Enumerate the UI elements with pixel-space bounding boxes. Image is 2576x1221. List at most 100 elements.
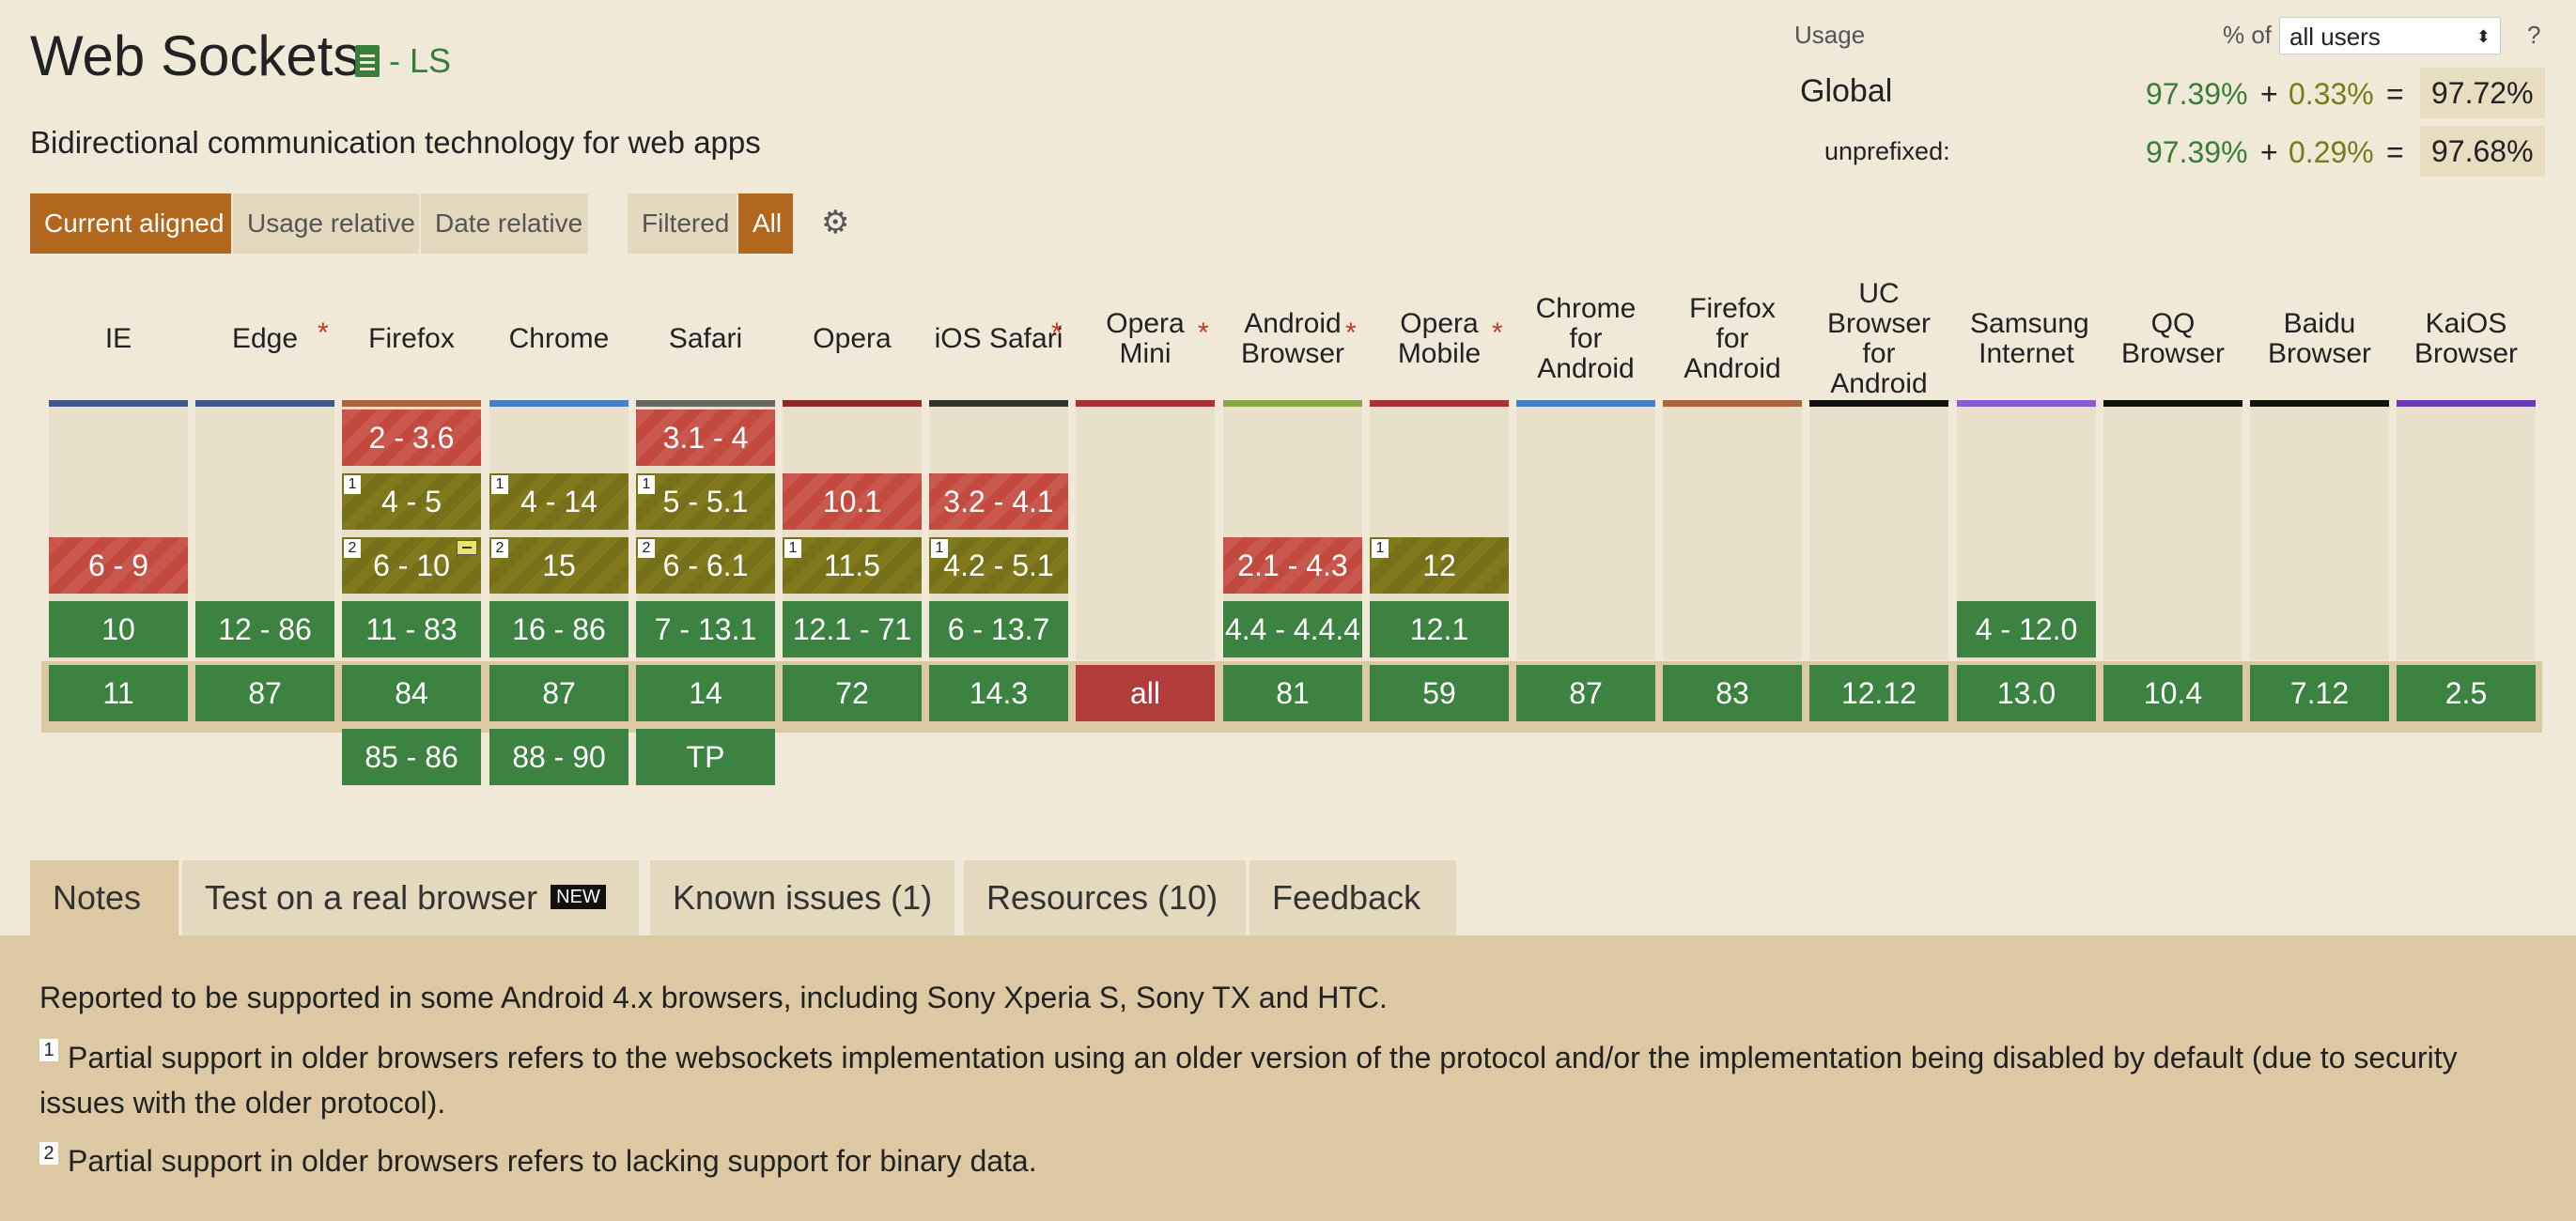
note-2: 2 Partial support in older browsers refer… xyxy=(39,1138,2538,1183)
version-cell[interactable]: 72 xyxy=(783,665,922,721)
browser-header-samsung-internet[interactable]: Samsung Internet xyxy=(1957,272,2096,406)
version-cell[interactable]: 4 - 5 1 xyxy=(342,473,481,530)
date-relative-button[interactable]: Date relative xyxy=(421,193,588,254)
browser-header-ie[interactable]: IE xyxy=(49,272,188,406)
version-cell[interactable]: 88 - 90 xyxy=(489,729,628,785)
browser-header-qq-browser[interactable]: QQ Browser xyxy=(2103,272,2242,406)
version-label: 2 - 3.6 xyxy=(368,420,455,455)
gear-icon[interactable]: ⚙ xyxy=(821,205,850,240)
tab-notes[interactable]: Notes xyxy=(30,860,178,935)
version-cell[interactable]: 6 - 13.7 xyxy=(929,601,1068,657)
version-cell[interactable]: 7 - 13.1 xyxy=(636,601,775,657)
browser-color-bar xyxy=(2397,400,2536,407)
version-cell[interactable]: 12.1 xyxy=(1370,601,1509,657)
version-cell[interactable]: 16 - 86 xyxy=(489,601,628,657)
version-label: 12 - 86 xyxy=(218,611,312,646)
version-cell[interactable]: 11.5 1 xyxy=(783,537,922,594)
version-label: 11.5 xyxy=(824,548,880,582)
filtered-button[interactable]: Filtered xyxy=(628,193,737,254)
tab-feedback[interactable]: Feedback xyxy=(1249,860,1456,935)
version-cell[interactable]: 11 - 83 xyxy=(342,601,481,657)
version-cell[interactable]: 81 xyxy=(1223,665,1362,721)
browser-header-opera-mini[interactable]: Opera Mini xyxy=(1076,272,1215,406)
version-cell[interactable]: 83 xyxy=(1663,665,1802,721)
note-number-badge: 2 xyxy=(638,539,655,558)
tab-test-on-real-browser[interactable]: Test on a real browser NEW xyxy=(182,860,639,935)
version-cell[interactable]: 87 xyxy=(1516,665,1655,721)
feature-description: Bidirectional communication technology f… xyxy=(30,125,761,160)
version-cell[interactable]: 84 xyxy=(342,665,481,721)
version-cell[interactable]: 10.1 xyxy=(783,473,922,530)
version-cell[interactable]: 5 - 5.1 1 xyxy=(636,473,775,530)
browser-header-firefox[interactable]: Firefox xyxy=(342,272,481,406)
version-cell[interactable]: all xyxy=(1076,665,1215,721)
note-1: 1 Partial support in older browsers refer… xyxy=(39,1035,2538,1125)
version-cell[interactable]: 3.1 - 4 xyxy=(636,410,775,466)
version-cell[interactable]: 87 xyxy=(195,665,334,721)
version-cell[interactable]: 2.1 - 4.3 xyxy=(1223,537,1362,594)
current-aligned-button[interactable]: Current aligned xyxy=(30,193,231,254)
browser-color-bar xyxy=(2250,400,2389,407)
version-cell[interactable]: 7.12 xyxy=(2250,665,2389,721)
version-cell[interactable]: 12.1 - 71 xyxy=(783,601,922,657)
usage-relative-button[interactable]: Usage relative xyxy=(233,193,419,254)
browser-name: Opera xyxy=(813,323,892,354)
version-cell[interactable]: 87 xyxy=(489,665,628,721)
user-filter-select[interactable]: all users ⬍ xyxy=(2279,17,2501,54)
version-cell[interactable]: 12.12 xyxy=(1809,665,1948,721)
browser-header-ios-safari[interactable]: iOS Safari xyxy=(929,272,1068,406)
version-cell[interactable]: 10 xyxy=(49,601,188,657)
browser-header-baidu-browser[interactable]: Baidu Browser xyxy=(2250,272,2389,406)
version-label: 12.1 xyxy=(1409,611,1469,646)
version-cell[interactable]: 11 xyxy=(49,665,188,721)
version-label: 59 xyxy=(1422,675,1456,710)
version-cell[interactable]: 4 - 14 1 xyxy=(489,473,628,530)
version-cell[interactable]: 12 - 86 xyxy=(195,601,334,657)
browser-header-android-browser[interactable]: Android Browser xyxy=(1223,272,1362,406)
browser-header-chrome-for-android[interactable]: Chrome for Android xyxy=(1516,272,1655,406)
browser-header-opera[interactable]: Opera xyxy=(783,272,922,406)
browser-header-uc-browser-for-android[interactable]: UC Browser for Android xyxy=(1809,272,1948,406)
all-button[interactable]: All xyxy=(738,193,793,254)
version-cell[interactable]: 6 - 9 xyxy=(49,537,188,594)
global-equals: = xyxy=(2386,77,2404,111)
version-label: 4 - 5 xyxy=(380,484,442,518)
note-2-text: Partial support in older browsers refers… xyxy=(68,1144,1037,1178)
version-cell[interactable]: 59 xyxy=(1370,665,1509,721)
version-cell[interactable]: 13.0 xyxy=(1957,665,2096,721)
browser-color-bar xyxy=(2103,400,2242,407)
browser-header-opera-mobile[interactable]: Opera Mobile xyxy=(1370,272,1509,406)
version-cell[interactable]: 6 - 10 2 xyxy=(342,537,481,594)
tab-resources[interactable]: Resources (10) xyxy=(964,860,1246,935)
browser-header-edge[interactable]: Edge xyxy=(195,272,334,406)
version-cell[interactable]: 6 - 6.1 2 xyxy=(636,537,775,594)
version-cell[interactable]: 2 - 3.6 xyxy=(342,410,481,466)
tab-known-issues[interactable]: Known issues (1) xyxy=(650,860,954,935)
version-cell[interactable]: 12 1 xyxy=(1370,537,1509,594)
version-cell[interactable]: 14 xyxy=(636,665,775,721)
version-cell[interactable]: 4.2 - 5.1 1 xyxy=(929,537,1068,594)
browser-header-kaios-browser[interactable]: KaiOS Browser xyxy=(2397,272,2536,406)
browser-color-bar xyxy=(1516,400,1655,407)
version-cell[interactable]: 4.4 - 4.4.4 xyxy=(1223,601,1362,657)
browser-header-safari[interactable]: Safari xyxy=(636,272,775,406)
version-cell[interactable]: 85 - 86 xyxy=(342,729,481,785)
version-label: 4.4 - 4.4.4 xyxy=(1224,611,1361,646)
version-label: 6 - 10 xyxy=(373,548,450,582)
version-cell[interactable]: 4 - 12.0 xyxy=(1957,601,2096,657)
browser-color-bar xyxy=(1663,400,1802,407)
version-label: 13.0 xyxy=(1996,675,2056,710)
version-cell[interactable]: TP xyxy=(636,729,775,785)
version-cell[interactable]: 3.2 - 4.1 xyxy=(929,473,1068,530)
version-cell[interactable]: 10.4 xyxy=(2103,665,2242,721)
browser-header-firefox-for-android[interactable]: Firefox for Android xyxy=(1663,272,1802,406)
version-label: 2.1 - 4.3 xyxy=(1237,548,1348,582)
version-cell[interactable]: 15 2 xyxy=(489,537,628,594)
browser-color-bar xyxy=(1809,400,1948,407)
spec-status-link[interactable]: - LS xyxy=(355,41,451,81)
version-cell[interactable]: 14.3 xyxy=(929,665,1068,721)
version-cell[interactable]: 2.5 xyxy=(2397,665,2536,721)
browser-header-chrome[interactable]: Chrome xyxy=(489,272,628,406)
version-label: 87 xyxy=(248,675,282,710)
help-link[interactable]: ? xyxy=(2527,21,2541,49)
